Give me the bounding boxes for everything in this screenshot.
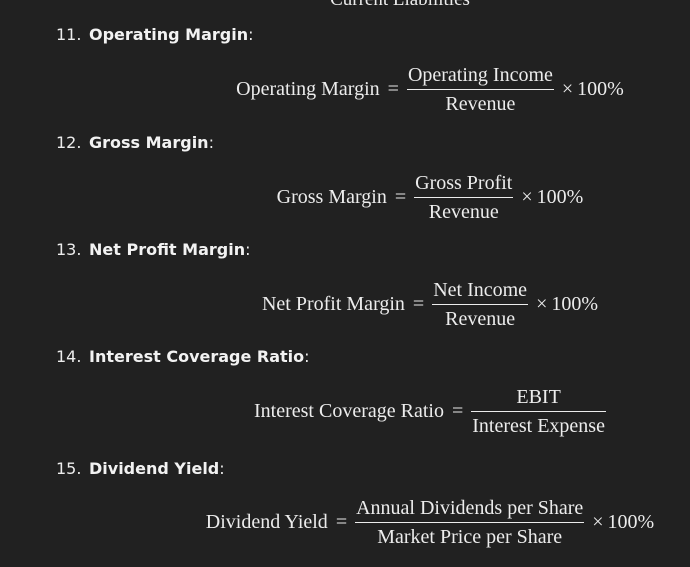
- item-colon: :: [208, 133, 214, 152]
- fraction-denominator: Revenue: [445, 93, 516, 115]
- times-sign: ×: [592, 511, 604, 533]
- equals-sign: =: [451, 400, 464, 422]
- times-sign: ×: [561, 78, 574, 100]
- item-title: Interest Coverage Ratio: [89, 347, 305, 366]
- list-item-interest-coverage-ratio: 14. Interest Coverage Ratio:: [56, 347, 310, 367]
- item-colon: :: [304, 347, 310, 366]
- cutoff-previous-formula: Current Liabilities: [0, 0, 690, 11]
- fraction-denominator: Revenue: [445, 308, 516, 330]
- item-number: 14.: [56, 347, 82, 366]
- fraction-bar: [406, 89, 554, 90]
- equals-sign: =: [412, 293, 425, 315]
- item-colon: :: [248, 25, 254, 44]
- multiplier: 100%: [577, 78, 624, 100]
- item-title: Gross Margin: [89, 133, 209, 152]
- fraction-bar: [414, 197, 514, 198]
- list-item-net-profit-margin: 13. Net Profit Margin:: [56, 240, 250, 260]
- formula-dividend-yield: Dividend Yield = Annual Dividends per Sh…: [85, 497, 690, 548]
- times-sign: ×: [536, 293, 548, 315]
- item-number: 13.: [56, 240, 82, 259]
- fraction: Gross Profit Revenue: [414, 172, 514, 223]
- item-title: Net Profit Margin: [89, 240, 246, 259]
- list-item-dividend-yield: 15. Dividend Yield:: [56, 459, 225, 479]
- fraction-bar: [355, 522, 585, 523]
- item-number: 11.: [56, 25, 82, 44]
- item-colon: :: [219, 459, 225, 478]
- formula-lhs: Operating Margin: [236, 78, 380, 100]
- item-colon: :: [245, 240, 251, 259]
- fraction-numerator: Annual Dividends per Share: [356, 497, 584, 519]
- multiplier: 100%: [551, 293, 599, 315]
- fraction-bar: [432, 304, 529, 305]
- fraction: EBIT Interest Expense: [471, 386, 606, 437]
- fraction-numerator: Operating Income: [407, 64, 553, 86]
- multiplier: 100%: [536, 186, 584, 208]
- fraction-numerator: EBIT: [516, 386, 561, 408]
- fraction-denominator: Interest Expense: [472, 415, 605, 437]
- formula-lhs: Interest Coverage Ratio: [254, 400, 444, 422]
- item-title: Operating Margin: [89, 25, 249, 44]
- formula-lhs: Dividend Yield: [205, 511, 328, 533]
- item-number: 12.: [56, 133, 82, 152]
- equals-sign: =: [387, 78, 399, 100]
- fraction: Net Income Revenue: [432, 279, 529, 330]
- fraction-denominator: Market Price per Share: [377, 526, 563, 548]
- formula-operating-margin: Operating Margin = Operating Income Reve…: [85, 64, 690, 115]
- formula-gross-margin: Gross Margin = Gross Profit Revenue × 10…: [85, 172, 690, 223]
- fraction-numerator: Net Income: [433, 279, 528, 301]
- multiplier: 100%: [607, 511, 655, 533]
- fraction: Operating Income Revenue: [406, 64, 554, 115]
- formula-interest-coverage-ratio: Interest Coverage Ratio = EBIT Interest …: [85, 386, 690, 437]
- fraction-denominator: Revenue: [428, 201, 499, 223]
- item-number: 15.: [56, 459, 82, 478]
- equals-sign: =: [335, 511, 348, 533]
- equals-sign: =: [394, 186, 407, 208]
- formula-net-profit-margin: Net Profit Margin = Net Income Revenue ×…: [85, 279, 690, 330]
- fraction: Annual Dividends per Share Market Price …: [355, 497, 585, 548]
- list-item-gross-margin: 12. Gross Margin:: [56, 133, 214, 153]
- item-title: Dividend Yield: [89, 459, 220, 478]
- formula-lhs: Net Profit Margin: [261, 293, 405, 315]
- fraction-bar: [471, 411, 606, 412]
- list-item-operating-margin: 11. Operating Margin:: [56, 25, 253, 45]
- formula-lhs: Gross Margin: [276, 186, 387, 208]
- times-sign: ×: [521, 186, 533, 208]
- fraction-numerator: Gross Profit: [415, 172, 513, 194]
